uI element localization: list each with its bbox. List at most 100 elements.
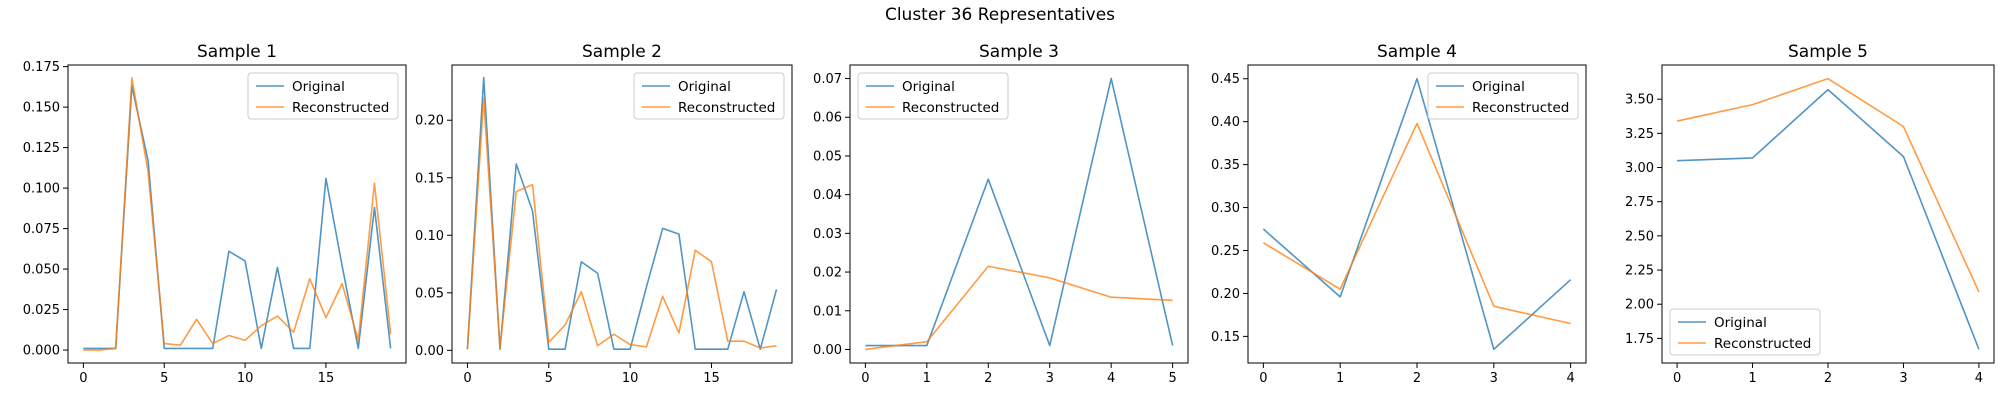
legend-box [1427, 72, 1579, 120]
y-tick-label: 3.25 [1625, 127, 1654, 142]
legend-label: Original [1714, 315, 1767, 331]
axes-frame [1247, 64, 1587, 364]
y-tick-label: 0.125 [23, 141, 60, 156]
legend: Original Reconstructed [857, 72, 1009, 120]
legend-box [247, 72, 399, 120]
y-tick-label: 0.075 [23, 222, 60, 237]
subplot-title: Sample 5 [1788, 42, 1868, 62]
legend-box [857, 72, 1009, 120]
y-tick-label: 0.01 [813, 304, 842, 319]
legend-box [1669, 308, 1821, 356]
y-tick-label: 0.00 [813, 343, 842, 358]
legend-label: Reconstructed [292, 100, 389, 116]
subplot-title: Sample 4 [1377, 42, 1457, 62]
series-line-reconstructed [1676, 77, 1980, 293]
subplot-2: Sample 2 0 5 10 15 0.00 0.05 0.10 0.15 0.20 Origin… [415, 42, 793, 386]
series-line-original [466, 76, 778, 350]
y-tick-label: 0.025 [23, 303, 60, 318]
x-tick-label: 3 [1899, 371, 1907, 386]
panels: Sample 10 5 10 150.0000.0250.0500.0750.1000… [23, 42, 1995, 386]
x-tick-label: 0 [463, 371, 471, 386]
subplot-title: Sample 2 [582, 42, 662, 62]
x-tick-label: 2 [1413, 371, 1421, 386]
y-tick-label: 0.35 [1211, 158, 1240, 173]
series-line-original [83, 85, 392, 350]
subplot-5: Sample 5 0 1 2 3 4 1.75 2.00 2.25 2.50 2.75 3.00 3.2… [1625, 42, 1995, 386]
legend: Original Reconstructed [633, 72, 785, 120]
x-tick-label: 5 [160, 371, 168, 386]
x-tick-label: 2 [984, 371, 992, 386]
subplot-1: Sample 1 0 5 10 15 0.000 0.025 0.050 0.075 0.100 0… [23, 42, 407, 386]
x-tick-label: 0 [1673, 371, 1681, 386]
y-tick-label: 0.15 [415, 171, 444, 186]
legend: Original Reconstructed [1427, 72, 1579, 120]
x-tick-label: 3 [1046, 371, 1054, 386]
series-line-reconstructed [1262, 122, 1571, 325]
x-tick-label: 4 [1107, 371, 1115, 386]
y-tick-label: 0.07 [813, 72, 842, 87]
y-tick-label: 0.100 [23, 182, 60, 197]
y-tick-label: 0.03 [813, 227, 842, 242]
x-tick-label: 2 [1824, 371, 1832, 386]
y-tick-label: 2.75 [1625, 195, 1654, 210]
y-tick-label: 3.50 [1625, 93, 1654, 108]
x-tick-label: 4 [1975, 371, 1983, 386]
y-tick-label: 0.050 [23, 263, 60, 278]
legend-box [633, 72, 785, 120]
y-tick-label: 2.25 [1625, 264, 1654, 279]
x-tick-label: 0 [79, 371, 87, 386]
y-tick-label: 0.30 [1211, 201, 1240, 216]
subplot-3: Sample 3 0 1 2 3 4 5 0.00 0.01 0.02 0.03 0.04 0.05 0.… [813, 42, 1189, 386]
axes-frame [67, 64, 407, 364]
y-tick-label: 0.05 [813, 149, 842, 164]
y-tick-label: 0.00 [415, 344, 444, 359]
x-tick-label: 1 [1336, 371, 1344, 386]
legend-label: Reconstructed [902, 100, 999, 116]
y-tick-label: 2.00 [1625, 298, 1654, 313]
x-tick-label: 3 [1490, 371, 1498, 386]
x-tick-label: 5 [545, 371, 553, 386]
y-tick-label: 2.50 [1625, 229, 1654, 244]
x-tick-label: 10 [237, 371, 254, 386]
y-tick-label: 0.175 [23, 60, 60, 75]
y-tick-label: 0.05 [415, 286, 444, 301]
y-tick-label: 0.02 [813, 266, 842, 281]
series-line-original [865, 77, 1174, 347]
x-tick-label: 4 [1566, 371, 1574, 386]
y-tick-label: 0.150 [23, 101, 60, 116]
x-tick-label: 1 [923, 371, 931, 386]
legend-label: Original [902, 79, 955, 95]
x-tick-label: 10 [622, 371, 639, 386]
series-line-reconstructed [865, 265, 1173, 351]
y-tick-label: 0.40 [1211, 115, 1240, 130]
x-tick-label: 0 [861, 371, 869, 386]
legend-label: Reconstructed [678, 100, 775, 116]
y-tick-label: 0.10 [415, 229, 444, 244]
y-tick-label: 3.00 [1625, 161, 1654, 176]
x-tick-label: 15 [703, 371, 720, 386]
y-tick-label: 0.000 [23, 344, 60, 359]
figure-title: Cluster 36 Representatives [885, 5, 1115, 25]
y-tick-label: 0.25 [1211, 244, 1240, 259]
legend: Original Reconstructed [1669, 308, 1821, 356]
subplot-title: Sample 1 [197, 42, 277, 62]
x-tick-label: 1 [1748, 371, 1756, 386]
axes-frame [1661, 64, 1995, 364]
y-tick-label: 1.75 [1625, 332, 1654, 347]
legend-label: Original [292, 79, 345, 95]
legend-label: Reconstructed [1472, 100, 1569, 116]
y-tick-label: 0.06 [813, 111, 842, 126]
y-tick-label: 0.45 [1211, 72, 1240, 87]
y-tick-label: 0.15 [1211, 330, 1240, 345]
series-line-original [1677, 88, 1980, 350]
x-tick-label: 15 [318, 371, 335, 386]
x-tick-label: 0 [1259, 371, 1267, 386]
series-line-reconstructed [466, 97, 777, 350]
legend-label: Reconstructed [1714, 336, 1811, 352]
subplot-title: Sample 3 [979, 42, 1059, 62]
subplot-4: Sample 4 0 1 2 3 4 0.15 0.20 0.25 0.30 0.35 0.40 0.4… [1211, 42, 1587, 386]
legend-label: Original [678, 79, 731, 95]
x-tick-label: 5 [1168, 371, 1176, 386]
y-tick-label: 0.20 [415, 114, 444, 129]
